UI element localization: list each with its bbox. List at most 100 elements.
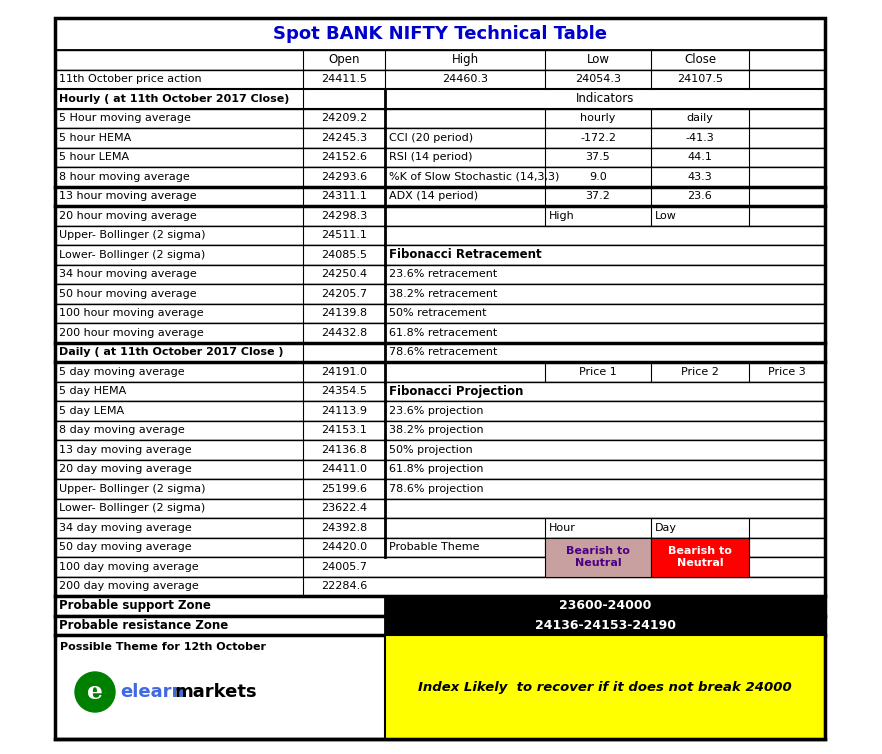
Text: 5 Hour moving average: 5 Hour moving average <box>59 113 191 123</box>
Text: 24107.5: 24107.5 <box>677 74 723 84</box>
Bar <box>55 128 825 148</box>
Bar <box>55 518 825 538</box>
Text: 5 day moving average: 5 day moving average <box>59 366 184 377</box>
Text: 24085.5: 24085.5 <box>321 250 367 259</box>
Bar <box>55 148 825 167</box>
Bar <box>55 186 825 206</box>
Text: 24152.6: 24152.6 <box>321 152 367 162</box>
Text: Spot BANK NIFTY Technical Table: Spot BANK NIFTY Technical Table <box>273 25 607 43</box>
Bar <box>55 69 825 89</box>
Bar <box>55 342 825 362</box>
Text: markets: markets <box>175 683 258 701</box>
Bar <box>55 615 825 635</box>
Text: 24205.7: 24205.7 <box>321 289 367 299</box>
Text: 24293.6: 24293.6 <box>321 172 367 182</box>
Bar <box>55 109 825 128</box>
Bar <box>545 538 651 577</box>
Bar <box>55 577 825 596</box>
Text: 50% retracement: 50% retracement <box>389 308 487 318</box>
Text: 24054.3: 24054.3 <box>575 74 621 84</box>
Text: 24139.8: 24139.8 <box>321 308 367 318</box>
Text: 20 day moving average: 20 day moving average <box>59 464 191 474</box>
Bar <box>55 225 825 245</box>
Text: 13 day moving average: 13 day moving average <box>59 445 191 455</box>
Text: 24311.1: 24311.1 <box>321 192 367 201</box>
Text: 23.6% projection: 23.6% projection <box>389 406 483 415</box>
Text: Possible Theme for 12th October: Possible Theme for 12th October <box>60 642 266 652</box>
Text: Upper- Bollinger (2 sigma): Upper- Bollinger (2 sigma) <box>59 484 206 494</box>
Text: 24511.1: 24511.1 <box>321 230 367 241</box>
Text: %K of Slow Stochastic (14,3,3): %K of Slow Stochastic (14,3,3) <box>389 172 559 182</box>
Text: ADX (14 period): ADX (14 period) <box>389 192 478 201</box>
Text: Probable resistance Zone: Probable resistance Zone <box>59 619 228 632</box>
Bar <box>55 635 825 739</box>
Text: 5 hour HEMA: 5 hour HEMA <box>59 133 131 143</box>
Text: Hour: Hour <box>549 523 576 533</box>
Text: 43.3: 43.3 <box>688 172 713 182</box>
Bar <box>55 557 825 577</box>
Text: 24411.0: 24411.0 <box>321 464 367 474</box>
Bar <box>55 421 825 440</box>
Text: Bearish to
Neutral: Bearish to Neutral <box>566 546 630 568</box>
Text: daily: daily <box>686 113 714 123</box>
Text: 24460.3: 24460.3 <box>442 74 488 84</box>
Text: 5 day HEMA: 5 day HEMA <box>59 386 126 397</box>
Text: hourly: hourly <box>580 113 616 123</box>
Text: High: High <box>549 211 575 221</box>
Text: 24209.2: 24209.2 <box>321 113 367 123</box>
Text: 24153.1: 24153.1 <box>321 425 367 435</box>
Text: 50% projection: 50% projection <box>389 445 473 455</box>
Text: 24245.3: 24245.3 <box>321 133 367 143</box>
Text: 34 hour moving average: 34 hour moving average <box>59 269 197 279</box>
Text: 38.2% projection: 38.2% projection <box>389 425 483 435</box>
Bar <box>55 323 825 342</box>
Text: Probable support Zone: Probable support Zone <box>59 599 211 612</box>
Text: 200 day moving average: 200 day moving average <box>59 581 198 591</box>
Text: elearn: elearn <box>120 683 184 701</box>
Bar <box>55 538 825 557</box>
Text: 200 hour moving average: 200 hour moving average <box>59 328 204 338</box>
Text: 24136.8: 24136.8 <box>321 445 367 455</box>
Text: 37.2: 37.2 <box>586 192 610 201</box>
Text: 24392.8: 24392.8 <box>321 523 367 533</box>
Bar <box>55 440 825 459</box>
Text: Bearish to
Neutral: Bearish to Neutral <box>668 546 732 568</box>
Text: RSI (14 period): RSI (14 period) <box>389 152 473 162</box>
Bar <box>55 167 825 186</box>
Bar <box>55 284 825 304</box>
Text: 5 day LEMA: 5 day LEMA <box>59 406 124 415</box>
Text: 50 hour moving average: 50 hour moving average <box>59 289 197 299</box>
Text: 38.2% retracement: 38.2% retracement <box>389 289 497 299</box>
Text: 23.6% retracement: 23.6% retracement <box>389 269 497 279</box>
Text: Price 1: Price 1 <box>579 366 617 377</box>
Bar <box>55 245 825 265</box>
Text: 13 hour moving average: 13 hour moving average <box>59 192 197 201</box>
Bar <box>55 265 825 284</box>
Bar <box>55 382 825 401</box>
Text: 24298.3: 24298.3 <box>321 211 367 221</box>
Text: 78.6% retracement: 78.6% retracement <box>389 348 497 357</box>
Text: Fibonacci Projection: Fibonacci Projection <box>389 385 523 398</box>
Text: -172.2: -172.2 <box>580 133 616 143</box>
Text: 5 hour LEMA: 5 hour LEMA <box>59 152 129 162</box>
Text: 44.1: 44.1 <box>688 152 713 162</box>
Bar <box>385 615 825 635</box>
Text: 100 day moving average: 100 day moving average <box>59 562 198 572</box>
Text: 61.8% projection: 61.8% projection <box>389 464 483 474</box>
Text: -41.3: -41.3 <box>685 133 714 143</box>
Text: 34 day moving average: 34 day moving average <box>59 523 191 533</box>
Bar <box>385 596 825 615</box>
Bar <box>55 206 825 225</box>
Text: Price 3: Price 3 <box>768 366 806 377</box>
Bar <box>55 459 825 479</box>
Text: Lower- Bollinger (2 sigma): Lower- Bollinger (2 sigma) <box>59 503 206 513</box>
Bar <box>55 362 825 382</box>
Text: 100 hour moving average: 100 hour moving average <box>59 308 204 318</box>
Text: 24191.0: 24191.0 <box>321 366 367 377</box>
Text: Close: Close <box>684 54 716 66</box>
Text: Price 2: Price 2 <box>681 366 719 377</box>
Bar <box>55 18 825 50</box>
Text: 24420.0: 24420.0 <box>321 542 367 552</box>
Text: 24250.4: 24250.4 <box>321 269 367 279</box>
Text: Open: Open <box>328 54 360 66</box>
